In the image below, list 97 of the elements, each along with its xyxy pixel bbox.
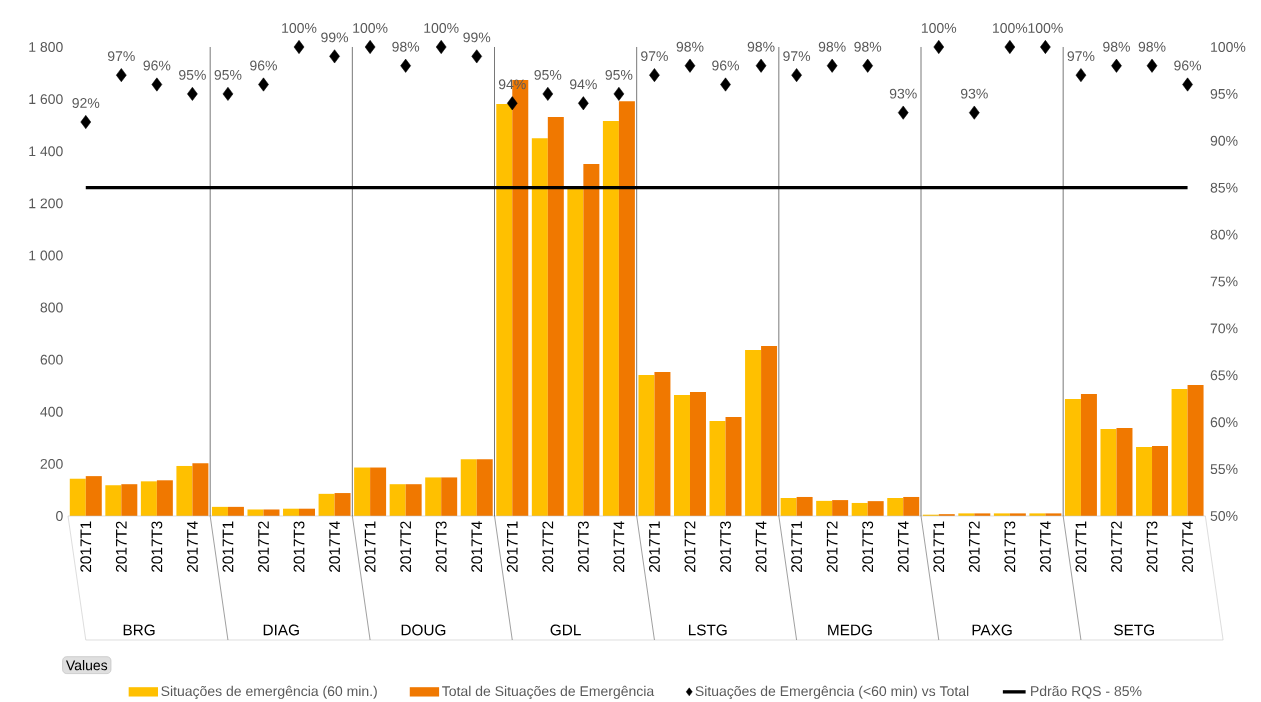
x-tick-label: 2017T3 bbox=[720, 521, 731, 572]
x-tick-label: 2017T3 bbox=[293, 521, 305, 572]
x-tick-label: 2017T4 bbox=[897, 521, 909, 572]
data-label: 94% bbox=[570, 79, 597, 90]
x-tick-label: 2017T1 bbox=[364, 521, 376, 572]
y-tick-label: 1 600 bbox=[29, 94, 63, 105]
x-tick-label: 2017T3 bbox=[862, 521, 874, 572]
y-tick-label: 0 bbox=[56, 511, 63, 521]
y2-tick-label: 70% bbox=[1210, 323, 1238, 334]
x-tick-label: 2017T4 bbox=[613, 521, 625, 572]
text: LSTG bbox=[688, 624, 727, 636]
y-tick-label: 400 bbox=[40, 406, 63, 417]
legend-label: Situações de emergência (60 min.) bbox=[161, 685, 377, 699]
x-tick-label: 2017T1 bbox=[933, 521, 945, 572]
data-label: 97% bbox=[1067, 51, 1095, 62]
data-label: 95% bbox=[214, 69, 242, 80]
x-tick-label: 2017T1 bbox=[506, 521, 518, 572]
x-tick-label: 2017T1 bbox=[80, 521, 92, 572]
text: BRG bbox=[123, 624, 155, 636]
x-tick-label: 2017T3 bbox=[577, 521, 589, 572]
x-tick-label: 2017T3 bbox=[151, 521, 163, 572]
x-tick-label: 2017T1 bbox=[1075, 521, 1087, 572]
data-label: 96% bbox=[250, 60, 277, 71]
y-tick-label: 1 400 bbox=[29, 146, 63, 157]
x-tick-label: 2017T4 bbox=[755, 521, 767, 572]
legend-label: Situações de Emergência (<60 min) vs Total bbox=[695, 685, 969, 699]
x-tick-label: 2017T1 bbox=[222, 521, 234, 572]
y2-tick-label: 90% bbox=[1210, 135, 1238, 146]
y2-tick-label: 55% bbox=[1210, 464, 1238, 475]
data-label: 100% bbox=[1028, 23, 1063, 33]
data-label: 96% bbox=[1174, 60, 1202, 71]
data-label: 96% bbox=[143, 60, 171, 71]
x-tick-label: 2017T1 bbox=[649, 521, 660, 572]
x-tick-label: 2017T2 bbox=[968, 521, 980, 572]
data-label: 100% bbox=[993, 23, 1028, 33]
x-tick-label: 2017T3 bbox=[435, 521, 447, 572]
y-tick-label: 1 800 bbox=[29, 42, 63, 52]
y2-tick-label: 85% bbox=[1210, 182, 1238, 193]
data-label: 97% bbox=[107, 51, 135, 62]
data-label: 100% bbox=[424, 23, 459, 33]
data-label: 98% bbox=[392, 41, 420, 52]
legend-label: Pdrão RQS - 85% bbox=[1031, 685, 1142, 699]
data-label: 95% bbox=[605, 69, 633, 80]
data-label: 99% bbox=[463, 32, 491, 43]
data-label: 93% bbox=[889, 88, 917, 99]
text: DOUG bbox=[401, 624, 446, 636]
x-tick-label: 2017T4 bbox=[186, 521, 198, 572]
x-tick-label: 2017T4 bbox=[329, 521, 340, 572]
x-tick-label: 2017T1 bbox=[791, 521, 803, 572]
data-label: 100% bbox=[921, 23, 957, 33]
y-tick-label: 600 bbox=[40, 354, 63, 365]
y2-tick-label: 60% bbox=[1210, 417, 1238, 428]
text: DIAG bbox=[263, 624, 299, 636]
data-label: 98% bbox=[747, 41, 775, 52]
data-label: 98% bbox=[818, 41, 846, 52]
text: MEDG bbox=[828, 624, 872, 636]
x-tick-label: 2017T3 bbox=[1146, 521, 1158, 572]
text: Values bbox=[65, 659, 108, 671]
data-label: 96% bbox=[712, 60, 740, 71]
x-tick-label: 2017T3 bbox=[1004, 521, 1016, 572]
x-tick-label: 2017T2 bbox=[1111, 521, 1122, 572]
data-label: 95% bbox=[179, 69, 206, 80]
data-label: 98% bbox=[854, 41, 882, 52]
y2-tick-label: 65% bbox=[1210, 370, 1238, 381]
y2-tick-label: 75% bbox=[1210, 276, 1238, 287]
text: PAXG bbox=[972, 624, 1012, 636]
y2-tick-label: 100% bbox=[1211, 42, 1246, 52]
x-tick-label: 2017T2 bbox=[258, 521, 269, 572]
y-tick-label: 200 bbox=[40, 458, 63, 469]
data-label: 92% bbox=[72, 98, 100, 108]
legend-label: Total de Situações de Emergência bbox=[442, 685, 655, 699]
x-tick-label: 2017T2 bbox=[826, 521, 838, 572]
text: GDL bbox=[550, 624, 581, 636]
data-label: 98% bbox=[676, 41, 704, 52]
x-tick-label: 2017T4 bbox=[1182, 521, 1193, 572]
data-label: 98% bbox=[1103, 41, 1130, 52]
x-tick-label: 2017T4 bbox=[471, 521, 483, 572]
data-label: 100% bbox=[282, 23, 317, 33]
y2-tick-label: 95% bbox=[1210, 88, 1238, 99]
data-label: 95% bbox=[534, 69, 562, 80]
data-label: 93% bbox=[960, 88, 988, 99]
x-tick-label: 2017T4 bbox=[1039, 521, 1051, 572]
y-tick-label: 800 bbox=[40, 302, 63, 313]
data-label: 97% bbox=[641, 51, 668, 62]
y-tick-label: 1 000 bbox=[29, 250, 63, 261]
y2-tick-label: 50% bbox=[1210, 511, 1238, 521]
y2-tick-label: 80% bbox=[1210, 229, 1238, 240]
data-label: 98% bbox=[1138, 41, 1166, 52]
x-tick-label: 2017T2 bbox=[684, 521, 696, 572]
data-label: 97% bbox=[783, 51, 811, 62]
x-tick-label: 2017T2 bbox=[542, 521, 554, 572]
x-tick-label: 2017T2 bbox=[400, 521, 412, 572]
x-tick-label: 2017T2 bbox=[115, 521, 127, 572]
data-label: 100% bbox=[353, 23, 388, 33]
data-label: 99% bbox=[321, 32, 349, 43]
text: SETG bbox=[1114, 624, 1154, 636]
y-tick-label: 1 200 bbox=[29, 198, 63, 209]
